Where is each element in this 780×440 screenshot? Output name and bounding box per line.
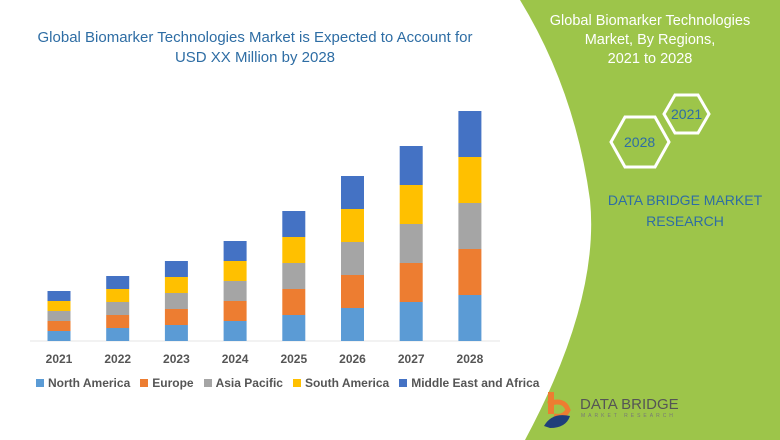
chart-title: Global Biomarker Technologies Market is …	[37, 29, 473, 66]
bar-segment	[458, 111, 482, 157]
bar-segment	[458, 203, 482, 249]
bar-segment	[282, 263, 306, 289]
bar-segment	[164, 261, 188, 277]
bar-segment	[341, 176, 364, 209]
brand-text: DATA BRIDGE MARKET RESEARCH	[590, 190, 780, 232]
bar-segment	[282, 211, 306, 237]
bar-segment	[164, 309, 188, 325]
bar-segment	[399, 146, 423, 185]
bar-segment	[341, 209, 364, 242]
bar-segment	[164, 293, 188, 309]
bar-segment	[106, 289, 130, 302]
legend-swatch	[36, 379, 44, 387]
bar-segment	[282, 237, 306, 263]
legend-swatch	[140, 379, 149, 387]
legend-swatch	[292, 379, 301, 387]
hexagon-2021	[662, 93, 711, 135]
bar-segment	[223, 301, 247, 321]
bar-segment	[341, 242, 364, 275]
legend-item: Middle East and Africa	[399, 376, 539, 390]
x-tick-label: 2025	[280, 352, 307, 366]
logo-name: DATA BRIDGE	[580, 396, 679, 413]
legend-item: Asia Pacific	[203, 376, 283, 390]
x-tick-label: 2028	[457, 352, 484, 366]
legend-label: South America	[304, 376, 390, 390]
side-title-line: Global Biomarker Technologies	[549, 13, 751, 29]
legend-label: Asia Pacific	[215, 376, 283, 390]
x-tick-label: 2022	[104, 352, 131, 366]
bar-segment	[282, 289, 306, 315]
bar-segment	[106, 328, 130, 341]
bar-segment	[47, 321, 71, 331]
legend: North America Europe Asia Pacific South …	[36, 376, 539, 390]
bar-segment	[341, 275, 364, 308]
legend-item: Europe	[140, 376, 194, 390]
bar-segment	[106, 276, 130, 289]
bar-segment	[164, 325, 188, 341]
logo-icon	[544, 392, 571, 428]
legend-swatch	[399, 379, 408, 387]
side-title-line: Market, By Regions,	[584, 32, 716, 48]
bar-segment	[106, 302, 130, 315]
bar-segment	[47, 291, 71, 301]
side-title: Global Biomarker Technologies Market, By…	[540, 12, 760, 69]
hex-label-2028: 2028	[624, 134, 656, 150]
hexagon-2028	[609, 115, 671, 169]
bar-segment	[47, 331, 71, 341]
bar-segment	[399, 302, 423, 341]
legend-label: Middle East and Africa	[411, 376, 540, 390]
bar-segment	[399, 185, 423, 224]
bar-segment	[458, 157, 482, 203]
x-tick-label: 2023	[163, 352, 190, 366]
x-tick-labels: 2021 2022 2023 2024 2025 2026 2027 2028	[46, 352, 484, 366]
bar-segment	[458, 295, 482, 341]
bar-segment	[341, 308, 364, 341]
bar-segment	[399, 224, 423, 263]
bar-segment	[282, 315, 306, 341]
bar-segment	[223, 281, 247, 301]
bar-segment	[223, 321, 247, 341]
bars	[47, 111, 482, 341]
legend-item: North America	[36, 376, 130, 390]
x-tick-label: 2026	[339, 352, 366, 366]
logo-subtitle: MARKET RESEARCH	[581, 413, 676, 419]
bar-segment	[458, 249, 482, 295]
bar-segment	[399, 263, 423, 302]
side-title-line: 2021 to 2028	[607, 51, 693, 67]
bar-segment	[164, 277, 188, 293]
bar-segment	[47, 301, 71, 311]
x-tick-label: 2024	[222, 352, 249, 366]
bar-segment	[106, 315, 130, 328]
x-tick-label: 2021	[46, 352, 73, 366]
legend-label: North America	[48, 376, 131, 390]
hex-label-2021: 2021	[671, 106, 703, 122]
legend-swatch	[203, 379, 212, 387]
green-panel	[520, 0, 780, 440]
legend-item: South America	[292, 376, 390, 390]
bar-segment	[223, 261, 247, 281]
legend-label: Europe	[152, 376, 194, 390]
bar-segment	[47, 311, 71, 321]
x-tick-label: 2027	[398, 352, 425, 366]
brand-line: RESEARCH	[646, 213, 724, 229]
brand-line: DATA BRIDGE MARKET	[607, 192, 763, 208]
bar-segment	[223, 241, 247, 261]
